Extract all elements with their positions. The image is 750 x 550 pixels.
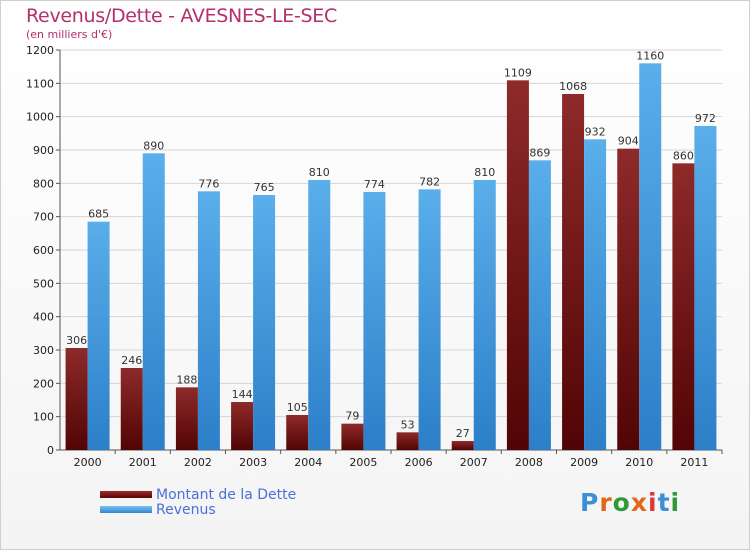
data-label-revenus: 810 [309,166,330,179]
data-label-revenus: 810 [474,166,495,179]
data-label-revenus: 1160 [636,49,664,62]
bar-dette [451,441,474,450]
legend-label-dette: Montant de la Dette [156,486,297,503]
bar-revenus [253,195,276,450]
data-label-revenus: 869 [529,146,550,159]
y-tick-label: 400 [33,311,54,324]
data-label-dette: 246 [121,354,142,367]
legend-label-revenus: Revenus [156,501,216,518]
y-tick-label: 900 [33,144,54,157]
bar-dette [562,94,585,450]
data-label-revenus: 774 [364,178,385,191]
bar-revenus [473,180,496,450]
x-tick-label: 2002 [184,456,212,469]
x-tick-label: 2011 [680,456,708,469]
data-label-dette: 144 [232,388,253,401]
data-label-revenus: 932 [585,125,606,138]
bar-revenus [363,192,386,450]
bar-revenus [418,189,441,451]
data-label-dette: 79 [345,410,359,423]
y-tick-label: 0 [47,444,54,457]
y-tick-label: 1100 [26,77,54,90]
y-tick-label: 200 [33,377,54,390]
bar-revenus [142,153,165,451]
data-label-revenus: 972 [695,112,716,125]
bar-revenus [308,180,331,450]
data-label-dette: 306 [66,334,87,347]
bar-revenus [639,63,662,450]
bar-dette [341,423,364,450]
bar-revenus [584,139,607,451]
bar-dette [672,163,695,451]
x-tick-label: 2003 [239,456,267,469]
legend-swatch-revenus [100,506,152,513]
bar-revenus [528,160,551,451]
y-tick-label: 1000 [26,111,54,124]
data-label-dette: 1068 [559,80,587,93]
logo-letter: P [580,488,600,517]
x-tick-label: 2008 [515,456,543,469]
x-tick-label: 2004 [294,456,322,469]
data-label-dette: 1109 [504,66,532,79]
bar-dette [617,148,640,450]
logo-letter: t [657,488,671,517]
bar-dette [286,415,309,450]
chart-subtitle: (en milliers d'€) [26,28,113,41]
bar-revenus [197,191,220,451]
legend-swatch-dette [100,491,152,498]
logo-letter: r [599,488,613,517]
y-tick-label: 600 [33,244,54,257]
x-tick-label: 2006 [405,456,433,469]
x-tick-label: 2007 [460,456,488,469]
bar-revenus [694,126,717,450]
data-label-revenus: 890 [143,139,164,152]
data-label-revenus: 765 [254,181,275,194]
y-tick-label: 300 [33,344,54,357]
y-tick-label: 700 [33,211,54,224]
logo-letter: o [612,488,631,517]
x-tick-label: 2005 [349,456,377,469]
x-tick-label: 2001 [129,456,157,469]
bar-dette [506,80,529,450]
bar-dette [231,402,254,450]
proxiti-logo: Proxiti [580,488,680,517]
data-label-dette: 904 [618,135,639,148]
x-tick-label: 2000 [74,456,102,469]
logo-letter: i [648,488,658,517]
y-tick-label: 500 [33,277,54,290]
chart-title: Revenus/Dette - AVESNES-LE-SEC [26,5,337,27]
legend: Montant de la Dette Revenus [100,486,297,518]
logo-letter: i [670,488,681,517]
logo-letter: x [630,488,648,517]
data-label-dette: 53 [401,418,415,431]
legend-item-dette: Montant de la Dette [100,486,297,503]
legend-item-revenus: Revenus [100,501,296,518]
data-label-revenus: 782 [419,175,440,188]
data-label-revenus: 776 [198,177,219,190]
data-label-dette: 105 [287,401,308,414]
bar-dette [175,387,198,450]
y-tick-label: 100 [33,411,54,424]
data-label-dette: 188 [176,373,197,386]
x-tick-label: 2010 [625,456,653,469]
y-tick-label: 1200 [26,44,54,57]
y-tick-label: 800 [33,177,54,190]
bar-dette [120,368,143,450]
data-label-dette: 27 [456,427,470,440]
bar-revenus [87,221,110,450]
x-tick-label: 2009 [570,456,598,469]
data-label-dette: 860 [673,149,694,162]
bar-dette [396,432,419,450]
data-label-revenus: 685 [88,208,109,221]
bar-dette [65,348,88,450]
